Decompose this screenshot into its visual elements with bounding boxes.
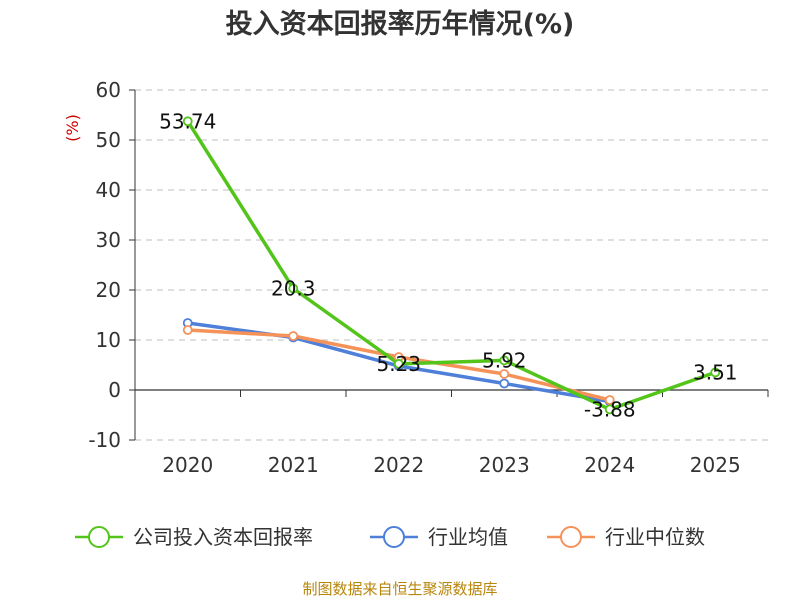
legend-label-0[interactable]: 公司投入资本回报率: [133, 525, 313, 549]
x-tick-label: 2022: [373, 453, 424, 477]
y-tick-label: 20: [96, 278, 121, 302]
data-point: [288, 283, 299, 294]
x-tick-label: 2025: [690, 453, 741, 477]
data-point: [499, 355, 510, 366]
y-tick-label: 50: [96, 128, 121, 152]
data-points: [182, 116, 721, 415]
data-point: [182, 116, 193, 127]
legend-label-1[interactable]: 行业均值: [428, 525, 508, 549]
data-label: 5.92: [482, 348, 527, 372]
legend-marker-2: [560, 526, 582, 548]
legend[interactable]: 公司投入资本回报率 行业均值 行业中位数: [75, 525, 705, 549]
legend-label-2[interactable]: 行业中位数: [605, 525, 705, 549]
x-tick-label: 2021: [268, 453, 319, 477]
y-tick-label: 60: [96, 78, 121, 102]
x-tick-label: 2023: [479, 453, 530, 477]
y-tick-label: 10: [96, 328, 121, 352]
data-label: 53.74: [159, 109, 216, 133]
data-point: [499, 378, 510, 389]
data-point: [604, 395, 615, 405]
data-point: [288, 331, 299, 341]
data-label: 3.51: [693, 360, 738, 384]
source-note: 制图数据来自恒生聚源数据库: [302, 580, 497, 598]
y-tick-label: 0: [108, 378, 121, 402]
data-point: [393, 358, 404, 369]
x-tick-label: 2020: [162, 453, 213, 477]
y-tick-label: 40: [96, 178, 121, 202]
data-label: 20.3: [271, 277, 316, 301]
data-point: [499, 369, 510, 379]
chart-title: 投入资本回报率历年情况(%): [226, 8, 575, 40]
data-labels: 53.74 20.3 5.23 5.92 -3.88 3.51: [159, 109, 737, 421]
y-tick-label: 30: [96, 228, 121, 252]
data-point: [604, 404, 615, 415]
legend-marker-1: [383, 526, 405, 548]
data-label: 5.23: [376, 352, 421, 376]
legend-marker-0: [88, 526, 110, 548]
data-label: -3.88: [584, 397, 636, 421]
axes: 60 50 40 30 20 10 0 -10 2020 2021 2022 2023 2024 2025: [88, 78, 769, 477]
x-tick-label: 2024: [584, 453, 635, 477]
data-point: [182, 325, 193, 335]
data-point: [710, 367, 721, 378]
series-lines: [186, 120, 716, 412]
y-axis-label: (%): [63, 114, 82, 142]
series-line-0: [186, 120, 716, 412]
y-tick-label: -10: [88, 428, 121, 452]
